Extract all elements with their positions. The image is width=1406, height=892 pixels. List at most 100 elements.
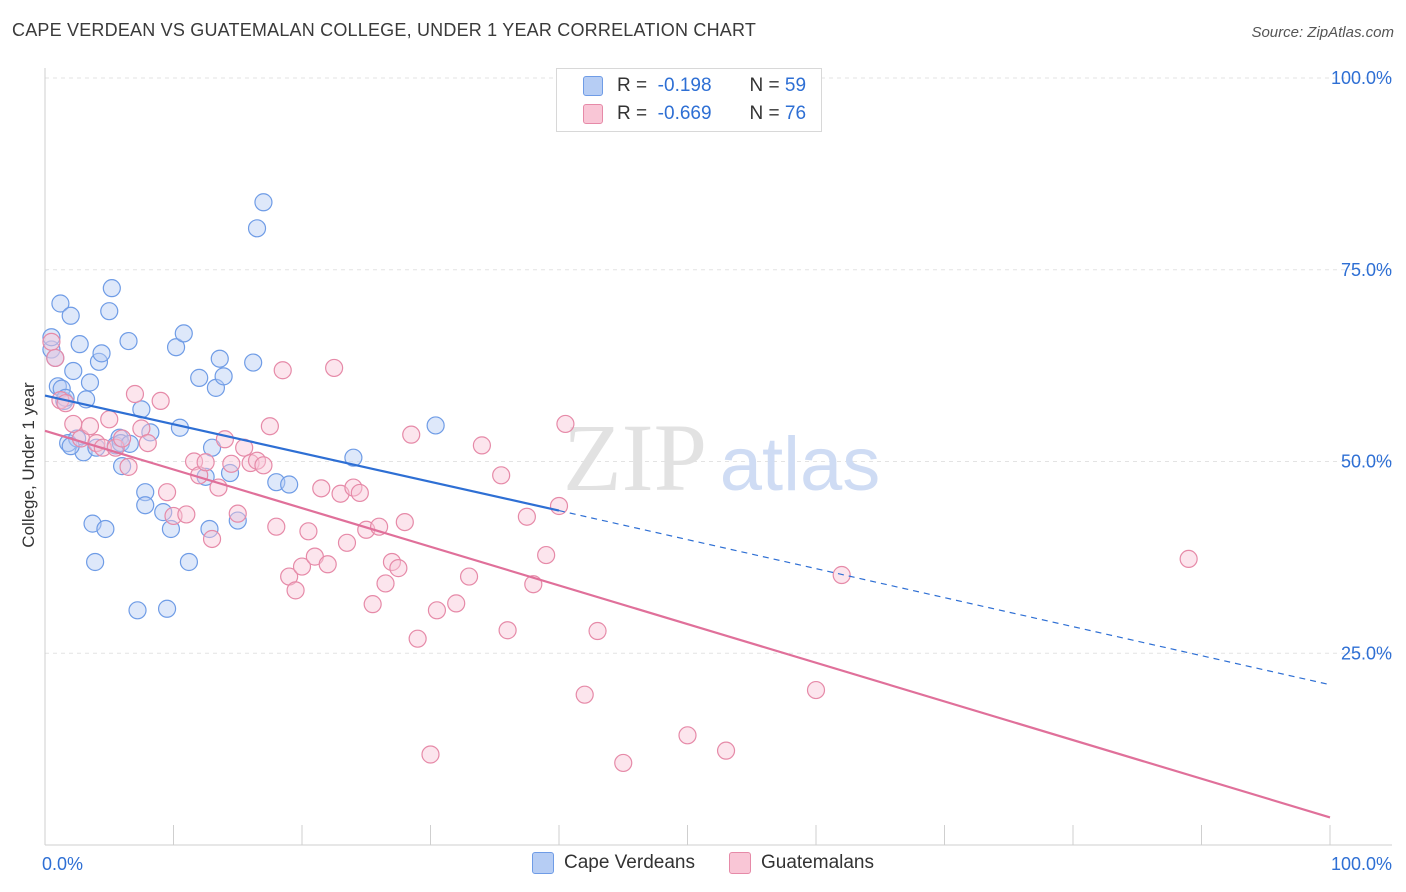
x-tick-label: 0.0% xyxy=(42,854,83,874)
point-guatemalan xyxy=(273,361,292,380)
point-guatemalan xyxy=(286,581,305,600)
point-guatemalan xyxy=(157,483,177,502)
legend-row-cape-verdeans: R = -0.198 N = 59 xyxy=(583,73,806,99)
point-guatemalan xyxy=(678,726,697,745)
point-cape-verdean xyxy=(136,483,155,502)
trend-line-guatemalans xyxy=(44,429,1331,819)
point-cape-verdean xyxy=(112,457,132,476)
legend-label-cape-verdeans: Cape Verdeans xyxy=(563,852,695,873)
point-cape-verdean xyxy=(214,367,233,386)
point-cape-verdean xyxy=(247,219,267,238)
point-guatemalan xyxy=(716,741,736,760)
point-guatemalan xyxy=(395,512,414,532)
point-cape-verdean xyxy=(64,361,83,381)
point-guatemalan xyxy=(537,545,556,565)
point-cape-verdean xyxy=(244,353,263,372)
legend-n-value: 76 xyxy=(784,103,807,124)
point-cape-verdean xyxy=(426,416,445,435)
legend-row-guatemalans: R = -0.669 N = 76 xyxy=(583,101,806,127)
legend-swatch-blue xyxy=(583,76,603,96)
point-cape-verdean xyxy=(42,328,61,347)
point-guatemalan xyxy=(614,753,633,773)
point-guatemalan xyxy=(389,559,408,578)
y-axis-label: College, Under 1 year xyxy=(19,382,38,548)
legend-item-cape-verdeans[interactable]: Cape Verdeans xyxy=(531,852,695,874)
point-cape-verdean xyxy=(141,423,160,442)
point-guatemalan xyxy=(292,557,312,576)
y-tick-label: 25.0% xyxy=(1341,643,1392,663)
point-cape-verdean xyxy=(136,496,155,515)
point-guatemalan xyxy=(549,496,569,516)
point-guatemalan xyxy=(138,433,157,453)
point-cape-verdean xyxy=(280,475,299,494)
point-cape-verdean xyxy=(51,294,70,313)
legend-r-label: R = xyxy=(617,103,648,124)
point-guatemalan xyxy=(325,358,344,378)
point-guatemalan xyxy=(421,745,440,764)
tick-labels: 25.0% 50.0% 75.0% 100.0% 0.0% 100.0% xyxy=(42,68,1392,874)
point-guatemalan xyxy=(447,594,466,613)
point-guatemalan xyxy=(402,425,421,444)
watermark: ZIP atlas xyxy=(563,404,880,511)
point-guatemalan xyxy=(80,417,100,436)
point-guatemalan xyxy=(177,505,196,524)
point-cape-verdean xyxy=(102,279,121,298)
point-cape-verdean xyxy=(210,349,229,368)
point-guatemalan xyxy=(312,479,331,498)
point-guatemalan xyxy=(119,457,138,476)
point-cape-verdean xyxy=(86,552,105,572)
point-guatemalan xyxy=(427,601,447,620)
legend-label-guatemalans: Guatemalans xyxy=(760,852,874,873)
series-legend: Cape Verdeans Guatemalans xyxy=(0,852,1406,874)
axes xyxy=(44,68,1392,846)
point-guatemalan xyxy=(260,417,279,436)
point-cape-verdean xyxy=(220,463,240,483)
point-guatemalan xyxy=(228,504,247,523)
point-guatemalan xyxy=(1179,549,1198,569)
point-guatemalan xyxy=(46,348,65,368)
legend-item-guatemalans[interactable]: Guatemalans xyxy=(728,852,874,874)
point-cape-verdean xyxy=(179,552,199,572)
point-cape-verdean xyxy=(154,503,173,522)
legend-swatch-pink xyxy=(728,852,751,874)
watermark-zip: ZIP xyxy=(563,404,707,511)
point-guatemalan xyxy=(575,685,594,704)
point-guatemalan xyxy=(498,621,517,640)
point-guatemalan xyxy=(408,629,427,648)
point-cape-verdean xyxy=(70,335,89,354)
trend-line-cape-verdeans xyxy=(44,394,560,512)
point-cape-verdean xyxy=(61,306,80,325)
point-guatemalan xyxy=(215,430,234,449)
point-cape-verdean xyxy=(100,302,119,321)
point-guatemalan xyxy=(202,529,222,549)
point-guatemalan xyxy=(318,555,337,574)
trend-line-cape-verdeans-extension xyxy=(558,510,1331,686)
point-cape-verdean xyxy=(157,599,177,618)
legend-n-value: 59 xyxy=(784,75,807,96)
legend-swatch-blue xyxy=(531,852,554,874)
point-guatemalan xyxy=(196,453,215,472)
point-guatemalan xyxy=(492,466,511,485)
x-tick-label: 100.0% xyxy=(1331,854,1392,874)
point-guatemalan xyxy=(254,456,273,475)
legend-r-value: -0.198 xyxy=(657,75,712,96)
point-guatemalan xyxy=(806,680,826,700)
y-tick-label: 50.0% xyxy=(1341,452,1392,472)
point-guatemalan xyxy=(247,451,267,470)
point-cape-verdean xyxy=(174,324,193,343)
watermark-atlas: atlas xyxy=(720,422,881,507)
point-guatemalan xyxy=(376,574,395,593)
point-cape-verdean xyxy=(96,519,115,539)
correlation-legend: R = -0.198 N = 59 R = -0.669 N = 76 xyxy=(556,68,822,132)
point-guatemalan xyxy=(151,391,170,411)
chart-title: CAPE VERDEAN VS GUATEMALAN COLLEGE, UNDE… xyxy=(12,20,757,40)
y-tick-label: 75.0% xyxy=(1341,260,1392,280)
point-cape-verdean xyxy=(128,601,147,620)
legend-r-label: R = xyxy=(617,75,648,96)
legend-r-value: -0.669 xyxy=(657,103,712,124)
point-guatemalan xyxy=(222,454,241,473)
point-guatemalan xyxy=(100,410,119,429)
y-tick-label: 100.0% xyxy=(1331,68,1392,88)
point-guatemalan xyxy=(42,332,61,351)
point-cape-verdean xyxy=(190,368,209,387)
